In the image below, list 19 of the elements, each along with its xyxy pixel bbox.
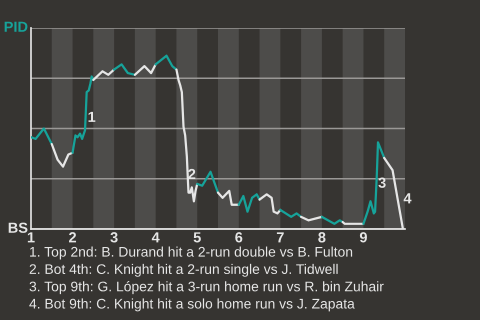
x-tick-label: 3 bbox=[110, 232, 118, 243]
x-tick-label: 4 bbox=[152, 232, 160, 242]
x-tick-label: 5 bbox=[194, 232, 201, 242]
text: 2. Bot 4th: C. Knight hit a 2-run single vs J. Tidwell bbox=[30, 264, 338, 277]
annotation: 3 bbox=[378, 178, 386, 188]
x-tick-label: 2 bbox=[69, 232, 76, 242]
text: 4. Bot 9th: C. Knight hit a solo home run vs J. Zapata bbox=[29, 298, 355, 312]
x-tick-label: 7 bbox=[276, 232, 284, 242]
text: 1. Top 2nd: B. Durand hit a 2-run double vs B. Fulton bbox=[30, 246, 352, 260]
annotation: 1 bbox=[88, 112, 96, 122]
x-tick-label: 1 bbox=[28, 232, 35, 242]
x-tick-label: 6 bbox=[235, 232, 242, 242]
text: PID bbox=[4, 22, 28, 32]
annotation: 2 bbox=[188, 168, 196, 180]
x-tick-label: 9 bbox=[360, 232, 367, 242]
x-tick-label: 8 bbox=[318, 232, 326, 242]
annotation: 4 bbox=[404, 193, 412, 204]
text: 3. Top 9th: G. López hit a 3-run home run vs R. bin Zuhair bbox=[30, 281, 384, 294]
text: BS bbox=[8, 222, 28, 233]
